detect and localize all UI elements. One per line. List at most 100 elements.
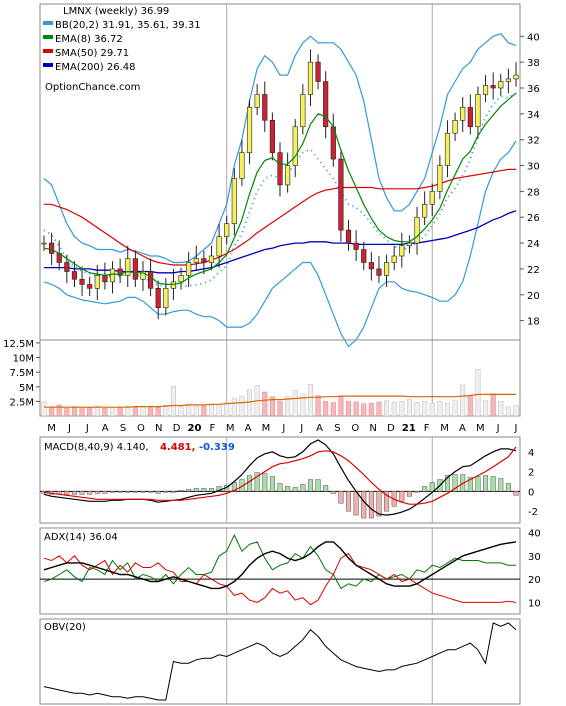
macd-histogram-bar [208, 488, 214, 492]
candle-body [444, 132, 451, 166]
y-tick-label: 0 [528, 487, 534, 498]
y-tick-label: 7.5M [9, 368, 34, 379]
volume-bar [475, 368, 481, 417]
obv-label: OBV(20) [44, 622, 86, 633]
candle-body [437, 165, 443, 192]
volume-bar [353, 401, 359, 417]
volume-bar [338, 396, 344, 417]
macd-histogram-bar [483, 475, 489, 492]
candle-body [208, 255, 215, 263]
adx-line [43, 541, 517, 590]
adx-label: ADX(14) 36.04 [44, 532, 118, 543]
macd-histogram-bar [376, 491, 382, 517]
volume-bar [315, 395, 321, 417]
y-tick-label: 30 [528, 552, 541, 563]
candle-body [376, 268, 382, 276]
macd-histogram-bar [87, 491, 93, 495]
volume-bar [117, 407, 123, 417]
volume-bar [170, 385, 176, 417]
volume-bar [460, 384, 466, 417]
candle-body [102, 275, 108, 283]
macd-histogram-bar [467, 477, 473, 492]
volume-bar [178, 406, 184, 417]
macd-histogram-bar [361, 491, 367, 519]
x-tick-label: J [67, 423, 71, 434]
x-tick-label: D [173, 423, 181, 434]
candle-body [178, 275, 184, 283]
macd-histogram-bar [505, 483, 511, 492]
adx-panel: 10 20 30 40 ADX(14) 36.04 [39, 527, 541, 615]
volume-bar [513, 405, 519, 417]
legend-entry: EMA(200) 26.48 [55, 62, 135, 73]
candle-body [361, 249, 367, 263]
legend-swatch [43, 35, 53, 39]
y-tick-label: 10 [528, 598, 541, 609]
volume-bar [64, 408, 70, 417]
volume-bar [345, 401, 352, 417]
macd-histogram-bar [315, 479, 321, 492]
candle-body [315, 61, 321, 82]
x-tick-label: N [369, 423, 376, 434]
volume-bar [422, 401, 428, 417]
volume-bar [224, 402, 230, 417]
volume-bar [269, 396, 275, 417]
volume-bar [186, 404, 192, 417]
x-tick-label: A [102, 423, 109, 434]
candle-body [49, 242, 55, 254]
candle-body [132, 258, 138, 280]
x-tick-label: M [476, 423, 485, 434]
y-tick-label: 40 [527, 32, 540, 43]
volume-bar [231, 398, 237, 417]
macd-histogram-bar [71, 491, 77, 495]
x-tick-label: A [459, 423, 466, 434]
candle-body [170, 281, 177, 289]
candle-body [125, 258, 131, 276]
macd-histogram-bar [140, 491, 146, 493]
legend-swatch [43, 21, 53, 25]
candle-body [399, 245, 405, 257]
volume-bar [330, 402, 336, 417]
volume-bar [71, 406, 77, 417]
x-tick-label: D [387, 423, 395, 434]
candle-body [414, 216, 420, 244]
x-tick-label: O [137, 423, 145, 434]
volume-bar [239, 395, 245, 417]
macd-histogram-bar [285, 486, 291, 492]
macd-histogram-bar [346, 491, 352, 512]
candle-body [368, 262, 374, 270]
volume-bar [384, 400, 390, 417]
candle-body [262, 94, 268, 121]
x-tick-label: J [496, 423, 500, 434]
volume-bar [262, 391, 268, 417]
y-tick-label: 36 [527, 84, 540, 95]
volume-bar [285, 396, 291, 417]
macd-histogram-bar [170, 491, 176, 493]
candle-body [186, 262, 192, 276]
candle-body [71, 271, 78, 280]
volume-bar [429, 402, 435, 417]
macd-histogram-bar [475, 476, 481, 492]
volume-bar [292, 390, 298, 417]
macd-histogram-bar [307, 479, 313, 492]
candle-body [163, 288, 169, 308]
candle-body [117, 268, 123, 276]
candle-body [300, 94, 306, 128]
y-tick-label: 10M [13, 354, 34, 365]
candle-body [307, 61, 314, 95]
macd-histogram-bar [163, 491, 169, 493]
macd-histogram-bar [513, 491, 519, 496]
candle-body [452, 120, 458, 134]
x-tick-label: M [226, 423, 235, 434]
volume-bar [300, 393, 306, 417]
macd-histogram-bar [399, 491, 405, 502]
macd-histogram-bar [292, 487, 298, 492]
macd-histogram-bar [498, 478, 504, 492]
price-panel: 18 20 22 24 26 28 30 32 34 36 38 40 LMNX (weekly) 36… [39, 3, 540, 348]
candle-body [41, 242, 47, 245]
y-tick-label: 24 [527, 239, 540, 250]
volume-bar [391, 402, 397, 417]
volume-bar [148, 407, 154, 417]
candle-body [64, 262, 70, 272]
macd-histogram-bar [201, 488, 207, 492]
